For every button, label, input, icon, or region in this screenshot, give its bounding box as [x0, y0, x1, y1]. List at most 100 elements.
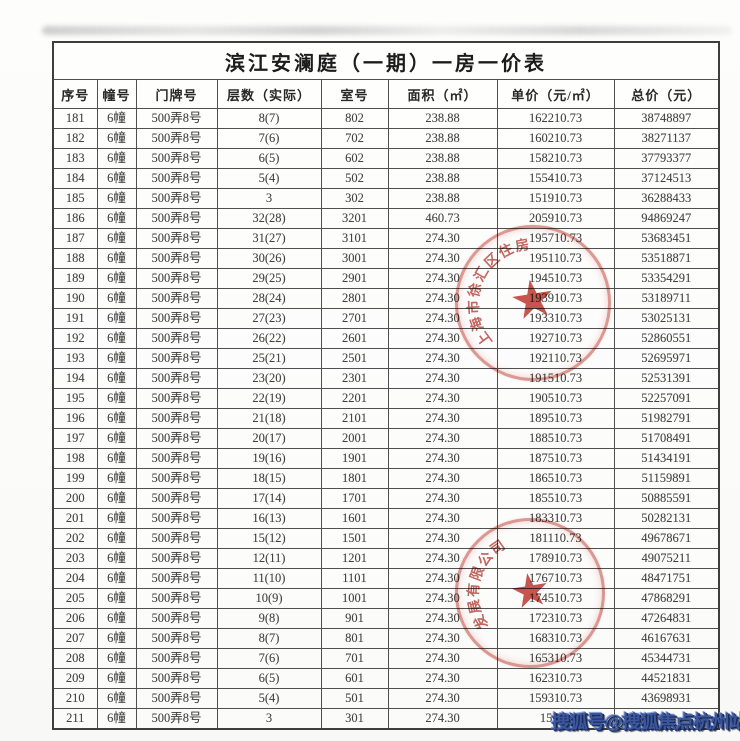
cell-building: 6幢 — [96, 328, 137, 349]
cell-door-no: 500弄8号 — [135, 488, 218, 509]
cell-area: 274.30 — [387, 248, 498, 269]
cell-building: 6幢 — [96, 448, 137, 469]
cell-area: 274.30 — [387, 648, 498, 669]
cell-room: 3001 — [320, 248, 389, 269]
cell-door-no: 500弄8号 — [135, 168, 218, 189]
cell-total-price: 38748897 — [613, 108, 720, 129]
cell-building: 6幢 — [96, 708, 137, 730]
cell-door-no: 500弄8号 — [135, 408, 218, 429]
cell-area: 274.30 — [387, 568, 498, 589]
cell-total-price: 94869247 — [613, 208, 720, 229]
cell-door-no: 500弄8号 — [135, 108, 218, 129]
cell-floor: 23(20) — [216, 368, 322, 389]
cell-floor: 28(24) — [216, 288, 322, 309]
table-row: 196 6幢 500弄8号 21(18) 2101 274.30 189510.73 5198… — [52, 408, 720, 429]
cell-door-no: 500弄8号 — [135, 248, 218, 269]
cell-unit-price: 191510.73 — [496, 368, 615, 389]
cell-room: 2001 — [320, 428, 389, 449]
cell-room: 2501 — [320, 348, 389, 369]
cell-floor: 3 — [216, 708, 322, 730]
cell-building: 6幢 — [96, 668, 137, 689]
cell-unit-price: 193310.73 — [496, 308, 615, 329]
cell-unit-price: 160210.73 — [496, 128, 615, 149]
cell-floor: 7(6) — [216, 128, 322, 149]
cell-total-price: 43698931 — [613, 688, 720, 709]
table-row: 204 6幢 500弄8号 11(10) 1101 274.30 176710.73 4847… — [52, 568, 720, 589]
cell-total-price: 52860551 — [613, 328, 720, 349]
cell-building: 6幢 — [96, 588, 137, 609]
cell-room: 1601 — [320, 508, 389, 529]
cell-door-no: 500弄8号 — [135, 288, 218, 309]
cell-floor: 21(18) — [216, 408, 322, 429]
cell-unit-price: 159310.73 — [496, 688, 615, 709]
cell-total-price: 47264831 — [613, 608, 720, 629]
cell-no: 187 — [52, 228, 98, 249]
cell-area: 274.30 — [387, 448, 498, 469]
cell-building: 6幢 — [96, 348, 137, 369]
cell-floor: 31(27) — [216, 228, 322, 249]
table-row: 209 6幢 500弄8号 6(5) 601 274.30 162310.73 4452183… — [52, 668, 720, 689]
table-row: 193 6幢 500弄8号 25(21) 2501 274.30 192110.73 5269… — [52, 348, 720, 369]
cell-building: 6幢 — [96, 548, 137, 569]
cell-floor: 10(9) — [216, 588, 322, 609]
cell-building: 6幢 — [96, 368, 137, 389]
table-row: 194 6幢 500弄8号 23(20) 2301 274.30 191510.73 5253… — [52, 368, 720, 389]
cell-total-price: 53189711 — [613, 288, 720, 309]
cell-floor: 32(28) — [216, 208, 322, 229]
cell-unit-price: 187510.73 — [496, 448, 615, 469]
table-row: 186 6幢 500弄8号 32(28) 3201 460.73 205910.73 9486… — [52, 208, 720, 229]
cell-unit-price: 151910.73 — [496, 188, 615, 209]
cell-door-no: 500弄8号 — [135, 668, 218, 689]
cell-room: 301 — [320, 708, 389, 730]
cell-unit-price: 158210.73 — [496, 148, 615, 169]
table-row: 184 6幢 500弄8号 5(4) 502 238.88 155410.73 3712451… — [52, 168, 720, 189]
cell-room: 601 — [320, 668, 389, 689]
cell-door-no: 500弄8号 — [135, 708, 218, 730]
cell-no: 207 — [52, 628, 98, 649]
column-header: 门牌号 — [135, 79, 218, 109]
cell-unit-price: 190510.73 — [496, 388, 615, 409]
cell-no: 208 — [52, 648, 98, 669]
cell-floor: 5(4) — [216, 688, 322, 709]
cell-total-price: 37793377 — [613, 148, 720, 169]
cell-door-no: 500弄8号 — [135, 268, 218, 289]
cell-building: 6幢 — [96, 208, 137, 229]
cell-room: 502 — [320, 168, 389, 189]
table-row: 207 6幢 500弄8号 8(7) 801 274.30 168310.73 4616763… — [52, 628, 720, 649]
cell-unit-price: 165310.73 — [496, 648, 615, 669]
column-header: 单价（元/㎡） — [496, 79, 615, 109]
cell-no: 210 — [52, 688, 98, 709]
table-row: 195 6幢 500弄8号 22(19) 2201 274.30 190510.73 5225… — [52, 388, 720, 409]
sohu-watermark: 搜狐号@搜狐焦点杭州站 — [551, 712, 740, 733]
cell-unit-price: 189510.73 — [496, 408, 615, 429]
cell-area: 274.30 — [387, 688, 498, 709]
cell-door-no: 500弄8号 — [135, 608, 218, 629]
cell-floor: 8(7) — [216, 108, 322, 129]
cell-no: 189 — [52, 268, 98, 289]
cell-area: 274.30 — [387, 288, 498, 309]
cell-total-price: 36288433 — [613, 188, 720, 209]
cell-area: 274.30 — [387, 348, 498, 369]
cell-room: 3201 — [320, 208, 389, 229]
table-row: 192 6幢 500弄8号 26(22) 2601 274.30 192710.73 5286… — [52, 328, 720, 349]
cell-no: 211 — [52, 708, 98, 730]
cell-total-price: 53025131 — [613, 308, 720, 329]
cell-building: 6幢 — [96, 108, 137, 129]
cell-no: 183 — [52, 148, 98, 169]
cell-no: 200 — [52, 488, 98, 509]
cell-building: 6幢 — [96, 288, 137, 309]
cell-door-no: 500弄8号 — [135, 368, 218, 389]
cell-room: 701 — [320, 648, 389, 669]
cell-total-price: 50885591 — [613, 488, 720, 509]
cell-area: 274.30 — [387, 608, 498, 629]
cell-no: 181 — [52, 108, 98, 129]
cell-building: 6幢 — [96, 188, 137, 209]
cell-no: 182 — [52, 128, 98, 149]
cell-no: 206 — [52, 608, 98, 629]
table-row: 203 6幢 500弄8号 12(11) 1201 274.30 178910.73 4907… — [52, 548, 720, 569]
cell-floor: 6(5) — [216, 668, 322, 689]
cell-room: 2901 — [320, 268, 389, 289]
cell-no: 205 — [52, 588, 98, 609]
cell-area: 274.30 — [387, 328, 498, 349]
cell-floor: 6(5) — [216, 148, 322, 169]
